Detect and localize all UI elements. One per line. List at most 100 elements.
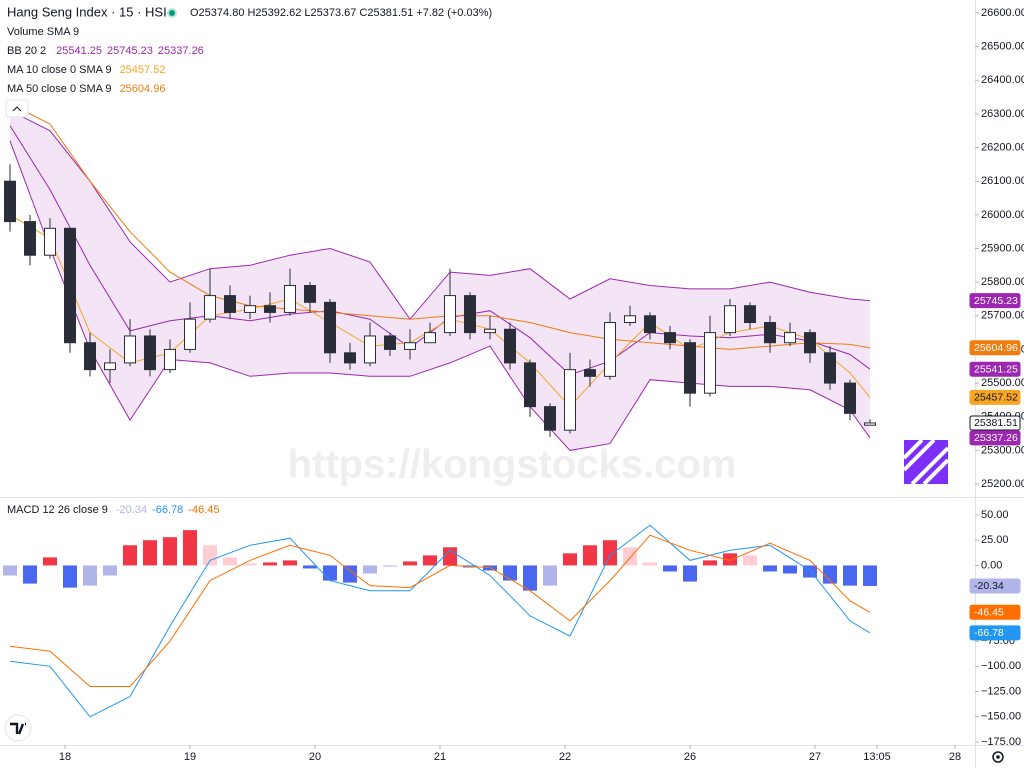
candle-body xyxy=(744,305,756,324)
macd-histogram-bar xyxy=(623,547,637,566)
bb-legend: BB 20 2 25541.25 25745.23 25337.26 xyxy=(7,45,204,57)
macd-line-tag: -66.78 xyxy=(974,627,1004,639)
last-price-tag-bg xyxy=(969,415,1021,431)
gear-hub[interactable] xyxy=(996,755,1000,759)
main-pane xyxy=(4,103,876,451)
macd-hist-value: -20.34 xyxy=(116,504,147,516)
collapse-button[interactable] xyxy=(5,99,29,118)
candle-body xyxy=(604,322,616,377)
macd-histogram-bar xyxy=(343,565,357,583)
ma50-legend: MA 50 close 0 SMA 9 25604.96 xyxy=(7,83,165,95)
logo-glyph[interactable] xyxy=(10,722,26,735)
macd-histogram-bar xyxy=(83,565,97,586)
ma10-value: 25457.52 xyxy=(120,64,166,76)
macd-histogram-bar xyxy=(723,553,737,566)
macd-histogram-bar xyxy=(223,557,237,566)
macd-histogram-bar xyxy=(263,562,277,566)
macd-histogram-bar xyxy=(783,565,797,574)
bb-lower-value: 25337.26 xyxy=(158,45,204,57)
candle-body xyxy=(224,295,236,313)
macd-histogram-bar xyxy=(103,565,117,576)
macd-y-tick-label: 25.00 xyxy=(981,534,1009,546)
y-tick-label: 25900.00 xyxy=(981,242,1024,254)
y-tick-label: 26300.00 xyxy=(981,108,1024,120)
candle-body xyxy=(544,406,556,431)
candle-body xyxy=(864,422,876,426)
candle-body xyxy=(264,305,276,313)
macd-histogram-bar xyxy=(503,565,517,581)
candle-body xyxy=(144,335,156,371)
y-tick-label: 25200.00 xyxy=(981,478,1024,490)
y-tick-label: 26200.00 xyxy=(981,141,1024,153)
bb-basis-tag: 25541.25 xyxy=(974,363,1018,375)
quote: O25374.80 H25392.62 L25373.67 C25381.51 … xyxy=(190,7,492,19)
macd-y-tick-label: 0.00 xyxy=(981,559,1002,571)
ma50-label: MA 50 close 0 SMA 9 xyxy=(7,83,112,95)
y-tick-label: 26400.00 xyxy=(981,74,1024,86)
candle-body xyxy=(844,382,856,414)
y-tick-label: 25500.00 xyxy=(981,377,1024,389)
settings-button[interactable] xyxy=(992,751,1004,763)
macd-histogram-bar xyxy=(423,555,437,566)
candle-body xyxy=(164,348,176,371)
candle-body xyxy=(784,332,796,344)
candle-body xyxy=(504,328,516,364)
x-tick-label: 13:05 xyxy=(863,751,891,763)
bb-upper-tag-bg xyxy=(969,293,1021,309)
bb-lower xyxy=(9,140,871,451)
macd-histogram-bar xyxy=(823,565,837,584)
candle-body xyxy=(564,369,576,431)
x-tick-label: 21 xyxy=(434,751,446,763)
macd-histogram-bar xyxy=(703,560,717,566)
axes: 25200.0025300.0025400.0025500.0025600.00… xyxy=(59,7,1024,763)
candle-body xyxy=(584,369,596,377)
x-tick-label: 20 xyxy=(309,751,321,763)
macd-pane xyxy=(3,524,877,718)
macd-histogram-bar xyxy=(643,562,657,566)
macd-y-tick-label: 50.00 xyxy=(981,509,1009,521)
macd-histogram-bar xyxy=(363,565,377,574)
macd-line-value: -66.78 xyxy=(152,504,183,516)
macd-histogram-bar xyxy=(683,565,697,582)
signal-line xyxy=(9,534,871,687)
macd-histogram-bar xyxy=(543,565,557,586)
ma10-legend: MA 10 close 0 SMA 9 25457.52 xyxy=(7,64,165,76)
candle-body xyxy=(204,295,216,320)
candle-body xyxy=(524,362,536,408)
candle-body xyxy=(444,295,456,334)
macd-label: MACD 12 26 close 9 xyxy=(7,504,108,516)
macd-histogram-bar xyxy=(43,557,57,566)
bb-basis-value: 25541.25 xyxy=(56,45,102,57)
candle-body xyxy=(84,342,96,371)
collapse-box[interactable] xyxy=(5,99,29,118)
y-tick-label: 26100.00 xyxy=(981,175,1024,187)
tradingview-logo[interactable] xyxy=(4,714,32,742)
y-tick-label: 26600.00 xyxy=(981,7,1024,19)
macd-histogram-bar xyxy=(23,565,37,584)
macd-histogram-bar xyxy=(203,545,217,566)
gear-ring[interactable] xyxy=(992,751,1004,763)
candle-body xyxy=(404,342,416,350)
macd-histogram-bar xyxy=(3,565,17,576)
macd-histogram-bar xyxy=(443,547,457,566)
candle-body xyxy=(284,285,296,313)
collapse-arrow[interactable] xyxy=(12,106,22,112)
macd-histogram-bar xyxy=(583,545,597,566)
macd-histogram-bar xyxy=(123,545,137,566)
x-tick-label: 27 xyxy=(809,751,821,763)
bb-basis-tag-bg xyxy=(969,361,1021,377)
macd-line xyxy=(9,524,871,718)
candle-body xyxy=(104,362,116,371)
candle-body xyxy=(64,227,76,344)
ma50-tag-bg xyxy=(969,340,1021,356)
candle-body xyxy=(4,180,16,223)
candle-body xyxy=(724,305,736,334)
x-tick-label: 22 xyxy=(559,751,571,763)
candle-body xyxy=(124,335,136,364)
y-tick-label: 25300.00 xyxy=(981,444,1024,456)
x-tick-label: 19 xyxy=(184,751,196,763)
macd-hist-tag-bg xyxy=(969,578,1021,594)
watermark: https://kongstocks.com xyxy=(288,443,737,487)
